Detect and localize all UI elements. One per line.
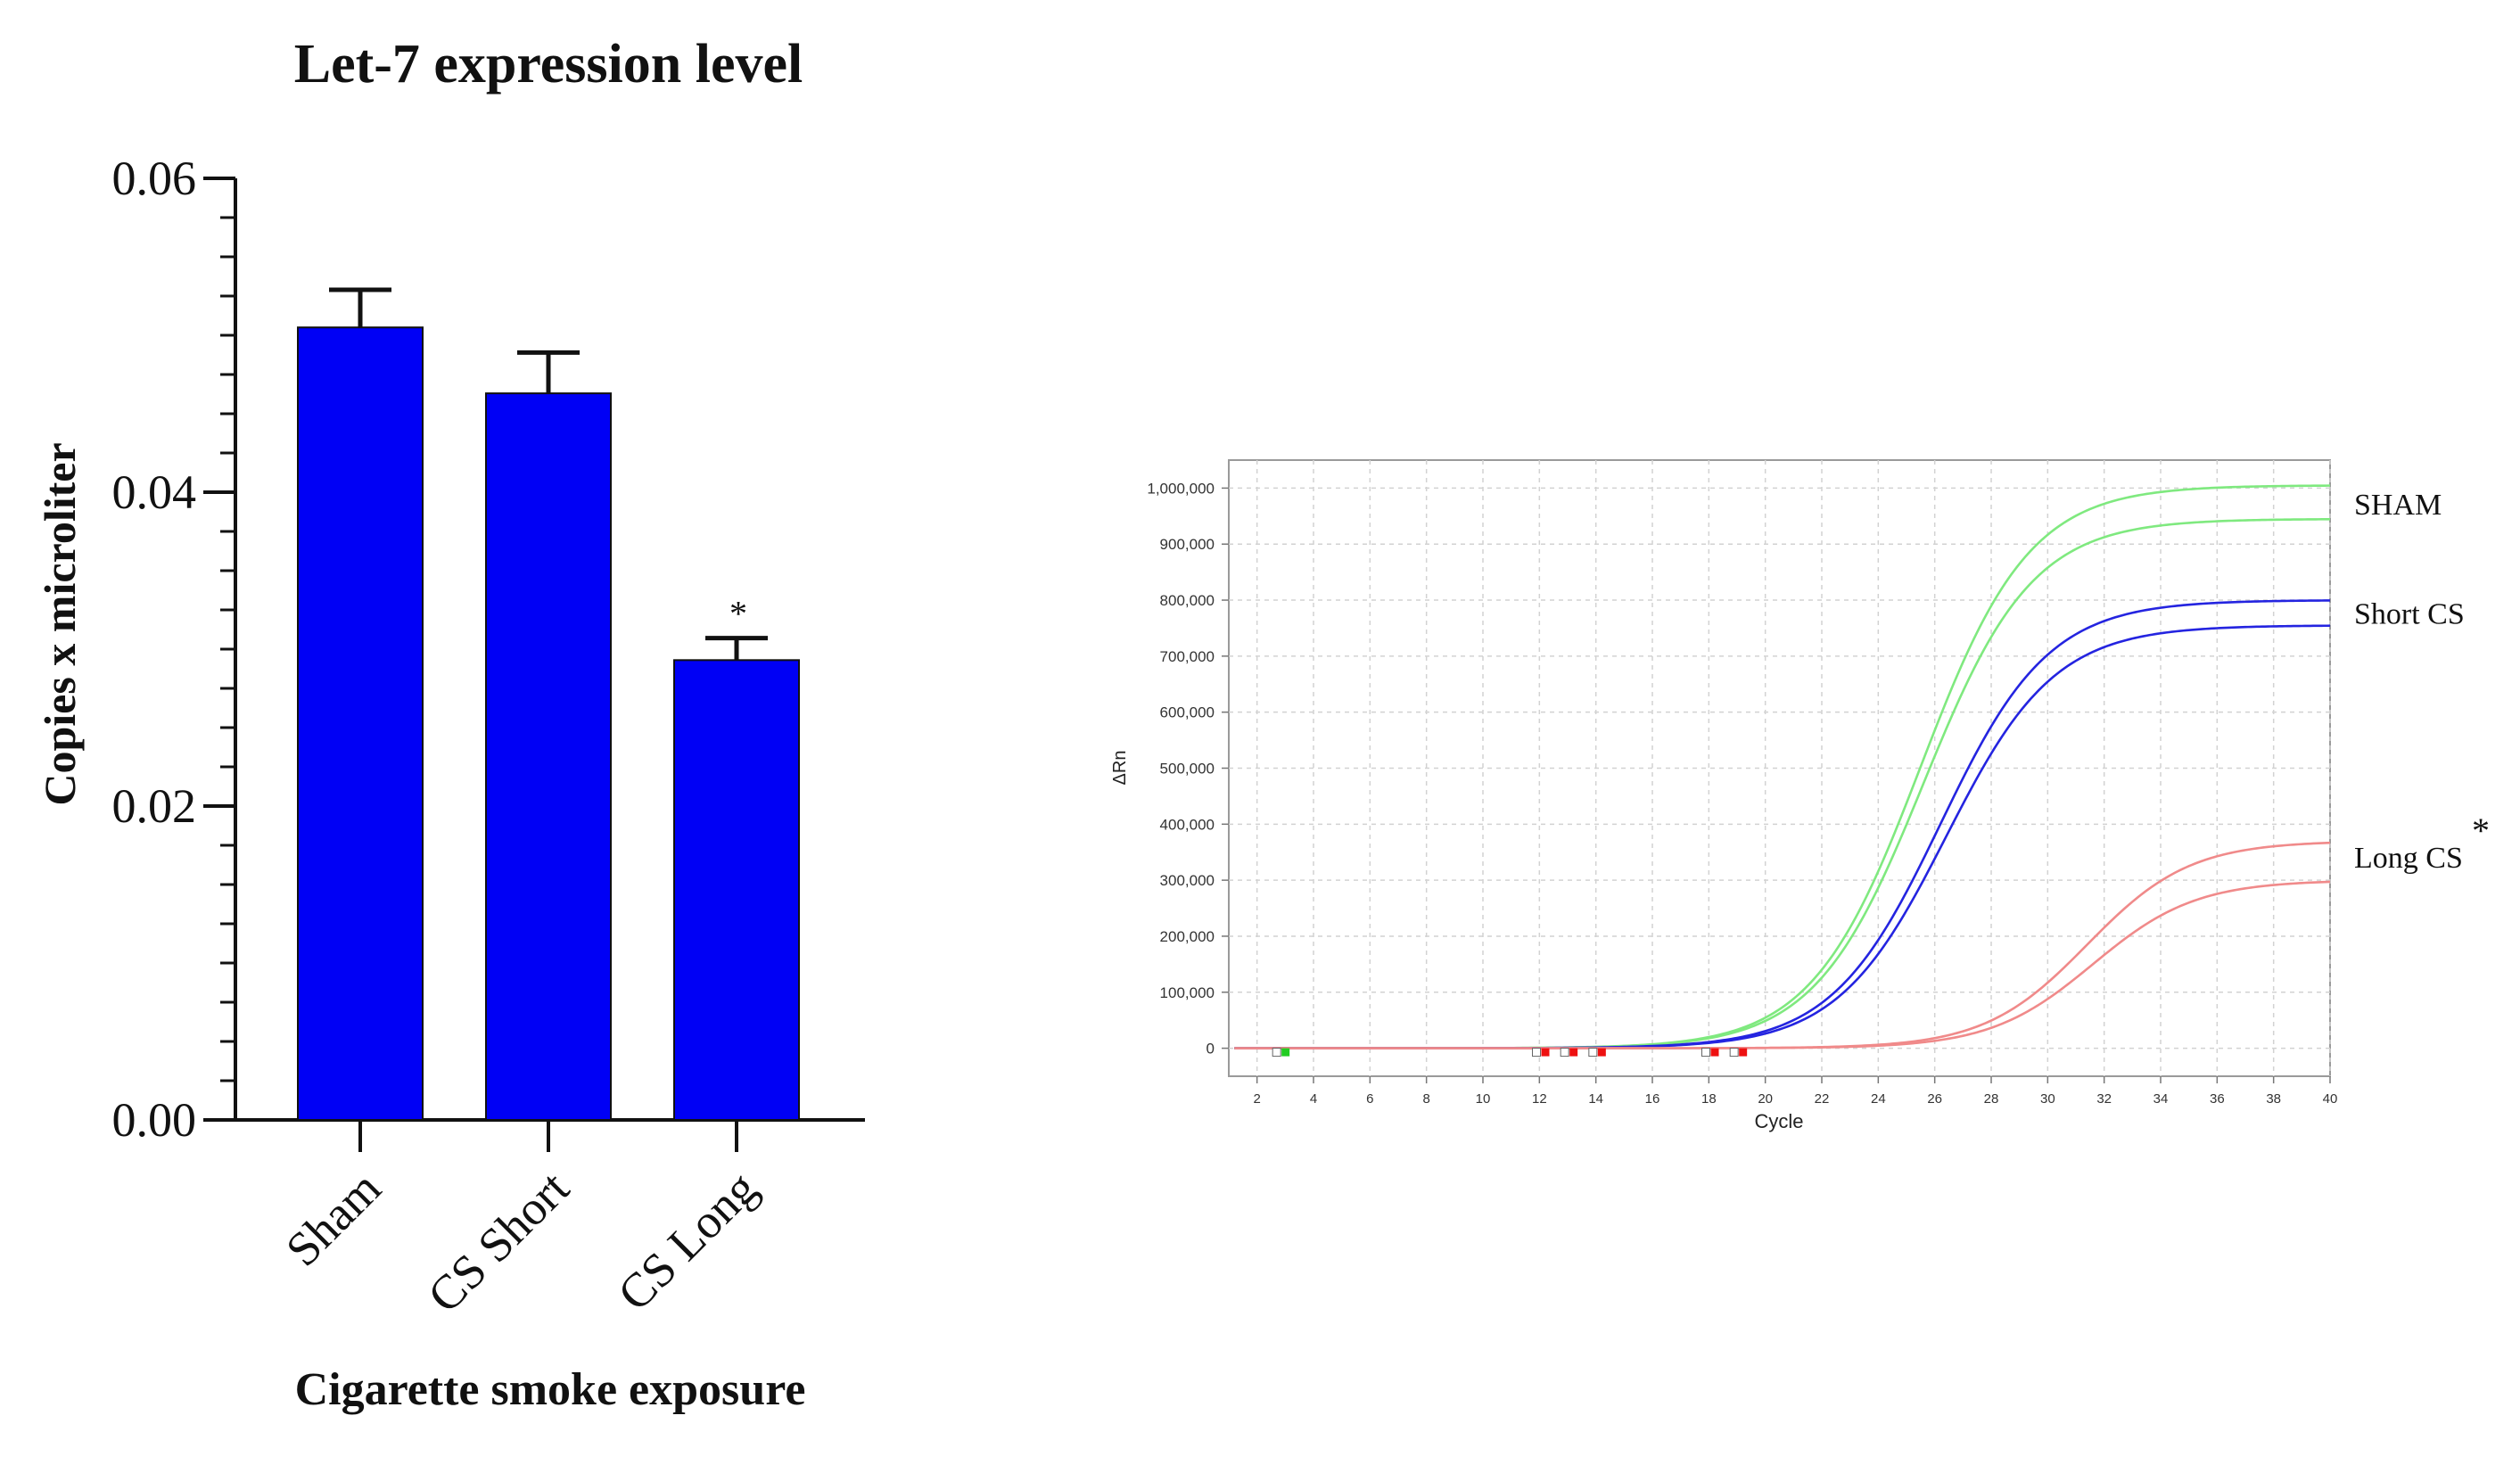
amp-x-tick-label: 26 (1927, 1091, 1942, 1107)
bar-category-label: Sham (276, 1161, 391, 1276)
amp-y-tick-label: 800,000 (1160, 592, 1215, 609)
amplification-curves (1234, 484, 2331, 1049)
bar-y-tick-label: 0.00 (112, 1093, 197, 1147)
bar-chart-y-axis-label: Copies x microliter (35, 442, 85, 805)
amp-x-tick-label: 30 (2040, 1091, 2055, 1107)
threshold-marker (1569, 1048, 1578, 1057)
amp-x-tick-label: 12 (1532, 1091, 1547, 1107)
bar (297, 326, 424, 1121)
threshold-marker (1281, 1048, 1290, 1057)
amp-x-tick-label: 34 (2154, 1091, 2169, 1107)
threshold-markers (1272, 1048, 1748, 1058)
threshold-marker (1597, 1048, 1606, 1057)
amplification-x-axis-label: Cycle (1754, 1110, 1803, 1132)
threshold-marker (1541, 1048, 1550, 1057)
amp-y-tick-label: 300,000 (1160, 872, 1215, 889)
amp-x-tick-label: 10 (1476, 1091, 1491, 1107)
bar-chart-x-axis-label: Cigarette smoke exposure (295, 1364, 806, 1415)
group-label: Short CS (2354, 598, 2465, 631)
significance-asterisk: * (729, 594, 747, 634)
group-label-asterisk: * (2472, 811, 2490, 851)
threshold-marker-outline (1272, 1048, 1281, 1058)
amp-x-tick-label: 6 (1366, 1091, 1373, 1107)
amp-y-tick-label: 700,000 (1160, 648, 1215, 665)
amp-x-tick-label: 14 (1588, 1091, 1603, 1107)
amp-x-tick-label: 36 (2210, 1091, 2225, 1107)
bar (673, 659, 800, 1121)
amp-y-tick-label: 100,000 (1160, 984, 1215, 1001)
threshold-marker (1710, 1048, 1719, 1057)
amp-x-tick-label: 32 (2096, 1091, 2112, 1107)
bar-y-tick-label: 0.04 (112, 465, 197, 519)
bar-y-tick-label: 0.06 (112, 152, 197, 205)
amp-y-tick-label: 0 (1206, 1041, 1215, 1058)
amp-x-tick-label: 22 (1815, 1091, 1830, 1107)
bar-y-tick-label: 0.02 (112, 779, 197, 833)
amp-x-tick-label: 40 (2323, 1091, 2338, 1107)
amp-x-tick-label: 38 (2266, 1091, 2281, 1107)
threshold-marker-outline (1532, 1048, 1541, 1058)
bar-chart: Let-7 expression level Copies x microlit… (35, 34, 865, 1415)
amp-x-tick-label: 8 (1422, 1091, 1429, 1107)
threshold-marker-outline (1701, 1048, 1710, 1058)
amp-y-tick-label: 400,000 (1160, 816, 1215, 833)
amp-x-tick-label: 20 (1758, 1091, 1773, 1107)
amplification-ticks: 2 4 6 8 10 12 14 16 18 20 22 24 26 28 30 32 34 36 38 400100… (1147, 480, 2337, 1107)
bar (485, 392, 612, 1121)
amp-y-tick-label: 200,000 (1160, 928, 1215, 945)
amp-y-tick-label: 1,000,000 (1147, 480, 1215, 497)
amplification-group-labels: SHAM Short CS Long CS * (2354, 489, 2490, 875)
bar-category-label: CS Short (417, 1161, 579, 1322)
amp-y-tick-label: 600,000 (1160, 704, 1215, 721)
amp-y-tick-label: 900,000 (1160, 536, 1215, 553)
bar-category-label: CS Long (607, 1161, 767, 1321)
threshold-marker-outline (1588, 1048, 1598, 1058)
threshold-marker-outline (1560, 1048, 1569, 1058)
amp-x-tick-label: 28 (1984, 1091, 1999, 1107)
threshold-marker (1739, 1048, 1748, 1057)
amplification-curve (1234, 880, 2331, 1049)
amp-x-tick-label: 24 (1871, 1091, 1886, 1107)
group-label: Long CS (2354, 842, 2463, 875)
threshold-marker-outline (1729, 1048, 1739, 1058)
amp-x-tick-label: 16 (1645, 1091, 1660, 1107)
amp-x-tick-label: 4 (1310, 1091, 1317, 1107)
amp-y-tick-label: 500,000 (1160, 761, 1215, 778)
bar-chart-title: Let-7 expression level (294, 34, 803, 95)
group-label: SHAM (2354, 489, 2442, 522)
amplification-plot-area (1228, 459, 2331, 1077)
amplification-chart: 2 4 6 8 10 12 14 16 18 20 22 24 26 28 30 32 34 36 38 400100… (1110, 459, 2490, 1132)
bar-chart-bars: * (297, 287, 800, 1121)
amp-x-tick-label: 2 (1253, 1091, 1260, 1107)
amp-x-tick-label: 18 (1701, 1091, 1717, 1107)
amplification-y-axis-label: ΔRn (1110, 751, 1130, 786)
